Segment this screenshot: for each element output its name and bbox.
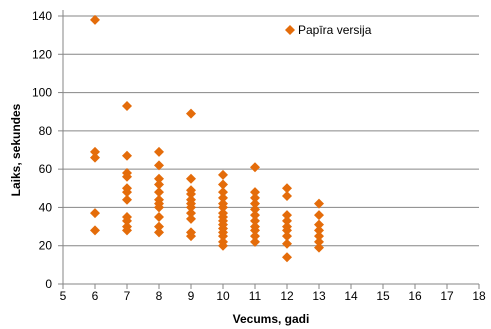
data-point: [250, 187, 260, 198]
x-tick-label: 15: [376, 289, 390, 303]
data-point: [154, 146, 164, 157]
data-point: [250, 192, 260, 203]
data-point: [186, 173, 196, 184]
x-tick-label: 7: [124, 289, 131, 303]
data-point: [282, 252, 292, 263]
axes: [58, 10, 480, 289]
data-point: [250, 162, 260, 173]
data-point: [314, 198, 324, 209]
data-points: [90, 14, 324, 263]
x-tick-label: 6: [92, 289, 99, 303]
data-point: [314, 231, 324, 242]
y-tick-label: 140: [32, 9, 52, 23]
x-tick-label: 5: [60, 289, 67, 303]
data-point: [250, 210, 260, 221]
x-tick-label: 8: [156, 289, 163, 303]
data-point: [90, 225, 100, 236]
data-point: [218, 231, 228, 242]
y-tick-label: 100: [32, 86, 52, 100]
data-point: [250, 225, 260, 236]
x-tick-label: 11: [249, 289, 262, 303]
legend-label: Papīra versija: [298, 23, 372, 37]
x-tick-labels: 5 6 7 8 9 10 11 12 13 14 15 16 17 18: [60, 289, 486, 303]
x-tick-label: 10: [216, 289, 230, 303]
data-point: [122, 215, 132, 226]
data-point: [250, 231, 260, 242]
data-point: [218, 169, 228, 180]
x-tick-label: 16: [408, 289, 422, 303]
data-point: [218, 179, 228, 190]
data-point: [90, 14, 100, 25]
data-point: [154, 173, 164, 184]
data-point: [154, 212, 164, 222]
y-tick-label: 20: [39, 239, 53, 253]
x-tick-label: 9: [188, 289, 195, 303]
y-tick-label: 120: [32, 47, 52, 61]
data-point: [282, 190, 292, 201]
x-tick-label: 13: [312, 289, 326, 303]
data-point: [186, 213, 196, 224]
data-point: [282, 225, 292, 236]
data-point: [250, 198, 260, 209]
data-point: [122, 194, 132, 205]
data-point: [186, 108, 196, 119]
data-point: [122, 100, 132, 111]
legend-marker: [285, 25, 295, 35]
y-tick-label: 60: [39, 162, 53, 176]
data-point: [250, 236, 260, 247]
x-tick-label: 14: [344, 289, 358, 303]
data-point: [218, 240, 228, 251]
data-point: [186, 231, 196, 242]
y-axis-title: Laiks, sekundes: [9, 103, 23, 196]
legend: Papīra versija: [285, 23, 372, 37]
data-point: [250, 204, 260, 215]
data-point: [186, 189, 196, 200]
gridlines: [63, 15, 479, 247]
data-point: [282, 215, 292, 226]
data-point: [186, 202, 196, 213]
x-tick-label: 17: [440, 289, 454, 303]
data-point: [314, 236, 324, 247]
y-tick-label: 80: [39, 124, 53, 138]
data-point: [186, 208, 196, 219]
data-point: [154, 202, 164, 213]
data-point: [154, 179, 164, 190]
data-point: [154, 160, 164, 171]
data-point: [314, 242, 324, 253]
data-point: [122, 171, 132, 182]
data-point: [122, 150, 132, 161]
data-point: [282, 238, 292, 249]
data-point: [282, 183, 292, 194]
y-tick-labels: 0 20 40 60 80 100 120 140: [32, 9, 52, 291]
data-point: [314, 225, 324, 236]
data-point: [90, 146, 100, 157]
x-tick-label: 18: [472, 289, 486, 303]
data-point: [154, 221, 164, 232]
data-point: [314, 210, 324, 221]
data-point: [154, 227, 164, 238]
x-tick-label: 12: [280, 289, 294, 303]
data-point: [218, 187, 228, 198]
data-point: [122, 187, 132, 198]
data-point: [90, 208, 100, 219]
data-point: [154, 187, 164, 198]
data-point: [250, 215, 260, 226]
data-point: [282, 210, 292, 221]
data-point: [90, 152, 100, 163]
y-tick-label: 0: [45, 277, 52, 291]
data-point: [122, 225, 132, 236]
data-point: [218, 192, 228, 203]
x-axis-title: Vecums, gadi: [233, 312, 310, 326]
y-tick-label: 40: [39, 200, 53, 214]
data-point: [218, 202, 228, 213]
data-point: [314, 219, 324, 230]
data-point: [282, 231, 292, 242]
